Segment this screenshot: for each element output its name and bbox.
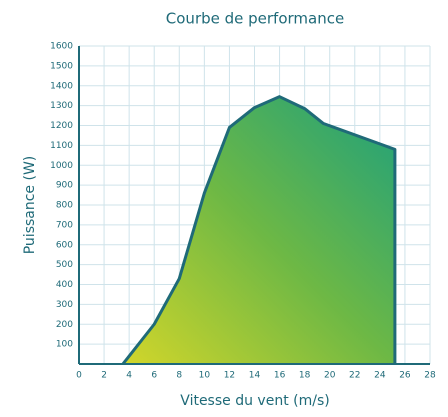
y-tick-label: 500	[56, 260, 73, 270]
y-tick-label: 1500	[50, 61, 73, 71]
x-axis-label: Vitesse du vent (m/s)	[180, 393, 329, 409]
y-tick-label: 100	[56, 340, 73, 350]
y-tick-label: 1200	[50, 121, 73, 131]
y-tick-label: 900	[56, 181, 73, 191]
x-tick-label: 4	[126, 371, 132, 381]
y-tick-label: 1400	[50, 81, 73, 91]
x-tick-label: 14	[249, 371, 261, 381]
area-line	[121, 95, 397, 365]
x-tick-label: 26	[399, 371, 411, 381]
y-tick-label: 700	[56, 220, 73, 230]
y-tick-label: 300	[56, 300, 73, 310]
y-tick-label: 1100	[50, 141, 73, 151]
x-tick-label: 22	[349, 371, 360, 381]
x-tick-label: 6	[151, 371, 157, 381]
y-axis-label: Puissance (W)	[22, 156, 38, 255]
y-tick-label: 400	[56, 280, 73, 290]
y-tick-label: 1300	[50, 101, 73, 111]
x-tick-label: 8	[176, 371, 182, 381]
x-tick-label: 10	[199, 371, 211, 381]
y-tick-label: 1600	[50, 42, 73, 52]
x-tick-label: 2	[101, 371, 107, 381]
x-tick-label: 18	[299, 371, 311, 381]
x-tick-label: 20	[324, 371, 336, 381]
y-tick-label: 200	[56, 320, 73, 330]
area-fill	[122, 96, 395, 365]
y-tick-label: 600	[56, 240, 73, 250]
y-tick-label: 1000	[50, 161, 73, 171]
y-tick-label: 800	[56, 201, 73, 211]
x-tick-label: 0	[76, 371, 82, 381]
x-tick-label: 12	[224, 371, 235, 381]
x-tick-label: 16	[274, 371, 286, 381]
x-tick-label: 24	[374, 371, 386, 381]
chart-title: Courbe de performance	[166, 10, 344, 28]
x-tick-label: 28	[424, 371, 436, 381]
